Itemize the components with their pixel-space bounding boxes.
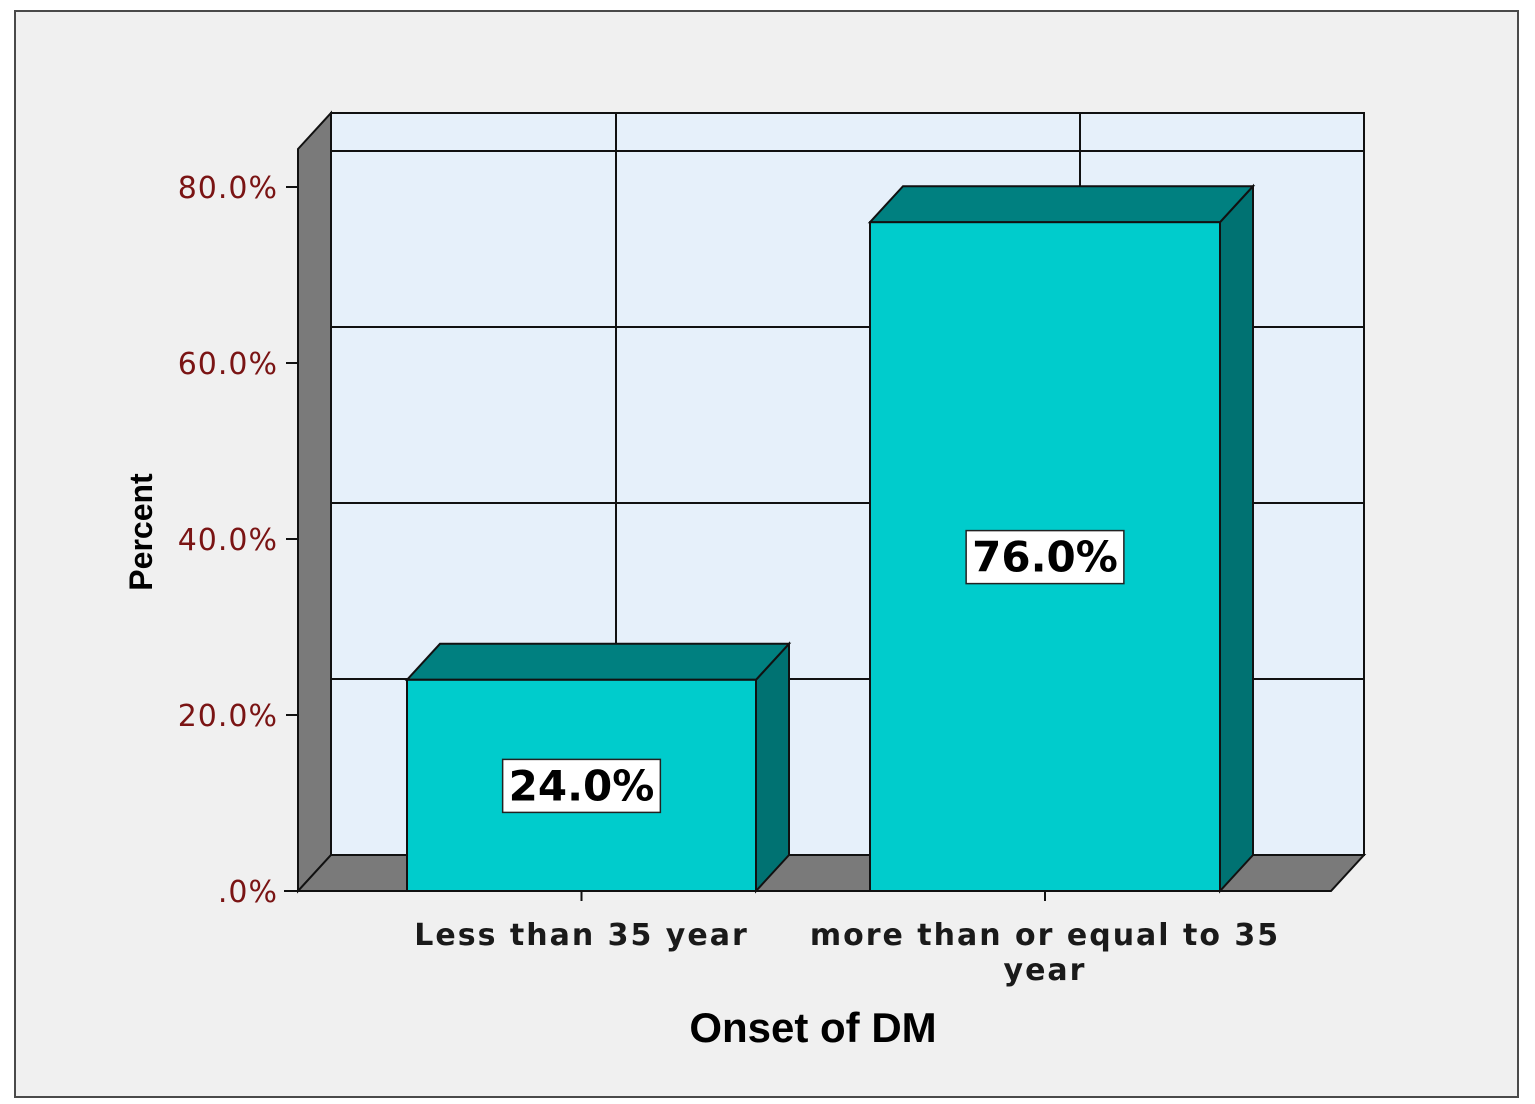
left-wall xyxy=(297,110,332,894)
x-axis: Less than 35 year more than or equal to 3… xyxy=(284,890,1331,988)
chart-frame: .0% 20.0% 40.0% 60.0% 80.0% Less than 35 yea… xyxy=(14,10,1519,1098)
bar-0-side xyxy=(755,641,790,894)
data-label-box-0 xyxy=(501,758,662,814)
data-label-box-1 xyxy=(965,529,1125,585)
y-axis: .0% 20.0% 40.0% 60.0% 80.0% xyxy=(178,171,299,910)
x-tick-label-1: year xyxy=(1004,953,1087,988)
x-axis-title: Onset of DM xyxy=(689,1004,936,1051)
y-axis-title: Percent xyxy=(123,473,159,591)
bar-chart: .0% 20.0% 40.0% 60.0% 80.0% Less than 35 yea… xyxy=(123,110,1367,1051)
y-tick-label: 80.0% xyxy=(178,171,278,206)
bar-1-side xyxy=(1219,183,1254,894)
y-tick-label: 40.0% xyxy=(178,523,278,558)
data-label-1: 76.0% xyxy=(972,533,1118,582)
y-tick-label: 60.0% xyxy=(178,347,278,382)
data-labels: 24.0% 76.0% xyxy=(501,529,1125,814)
bar-1-top xyxy=(867,185,1256,224)
bar-0-top xyxy=(404,642,792,681)
y-tick-label: .0% xyxy=(218,875,278,910)
data-label-0: 24.0% xyxy=(509,761,655,810)
x-tick-label-1: more than or equal to 35 xyxy=(810,918,1280,953)
x-tick-label-0: Less than 35 year xyxy=(414,918,749,953)
y-tick-label: 20.0% xyxy=(178,699,278,734)
